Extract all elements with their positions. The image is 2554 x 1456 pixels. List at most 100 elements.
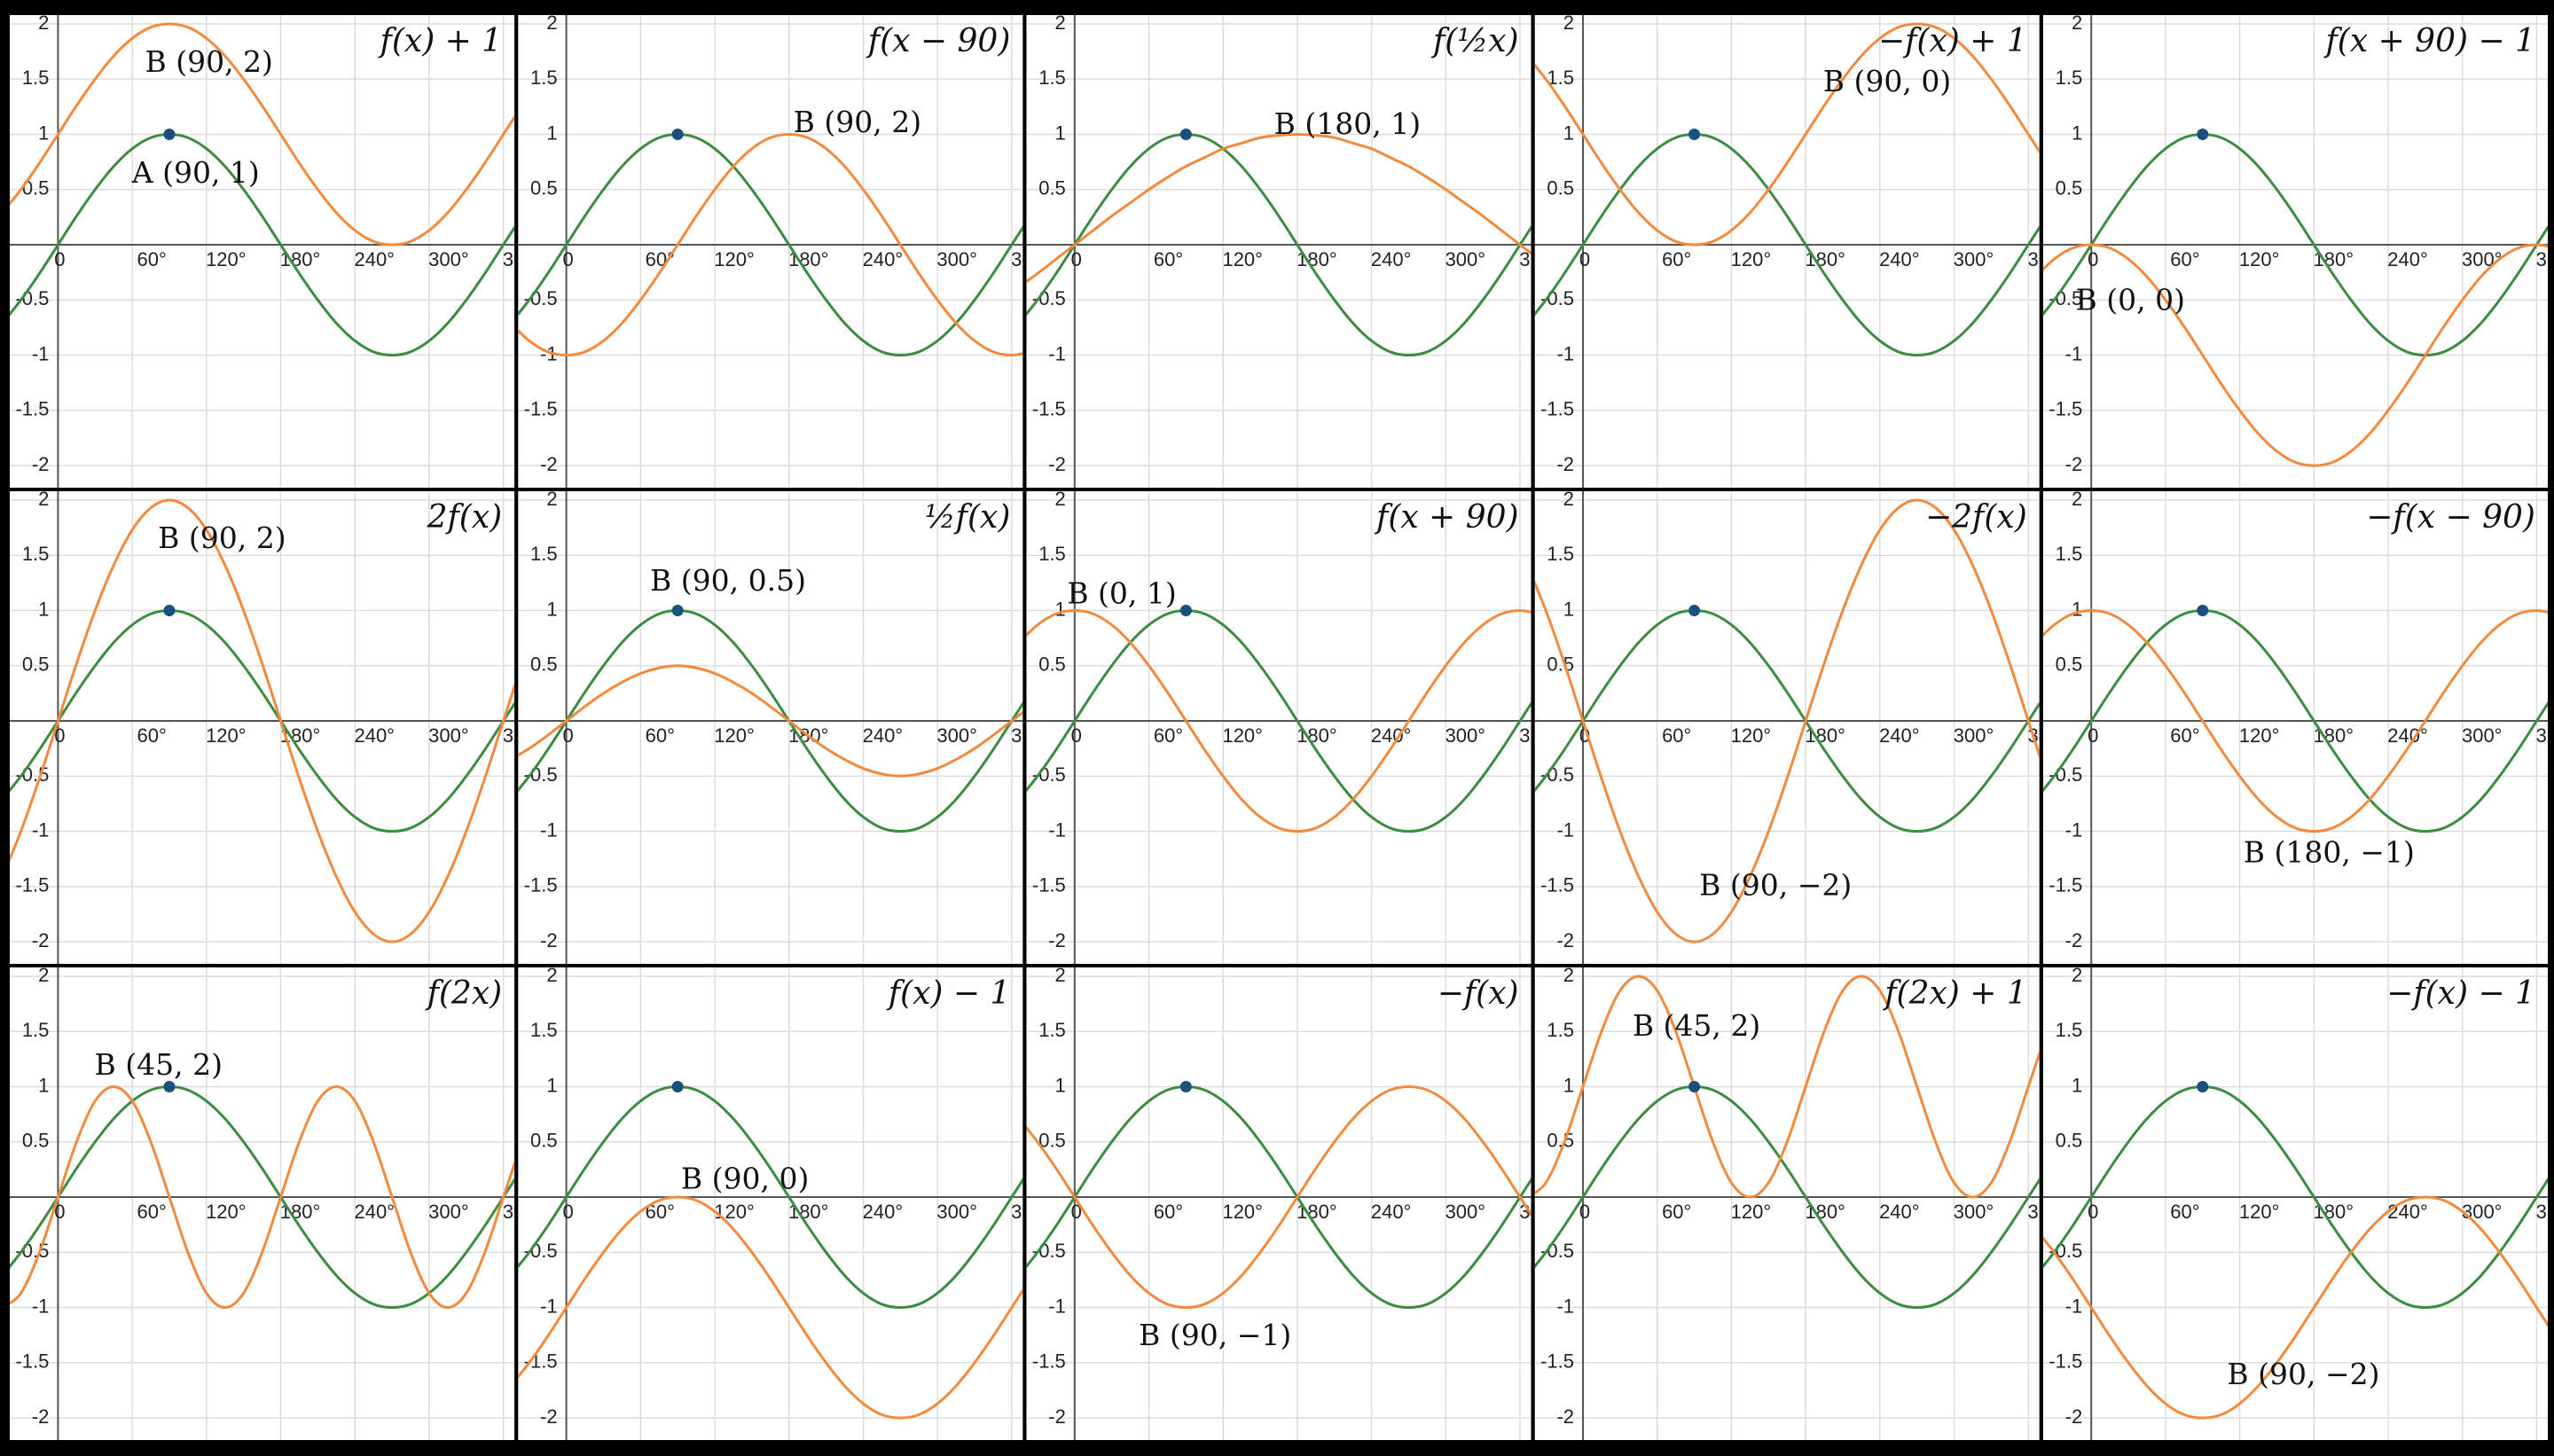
point-marker xyxy=(1688,1080,1701,1092)
x-tick-label: 60° xyxy=(137,1201,166,1223)
x-tick-label: 360° xyxy=(1519,248,1560,270)
point-label: B (90, 0.5) xyxy=(650,563,806,598)
point-marker xyxy=(1179,1080,1192,1092)
x-tick-label: 0 xyxy=(1071,248,1082,270)
point-label: B (90, 0) xyxy=(1823,64,1951,98)
panel: 060°120°180°240°300°360°-2-1.5-1-0.50.51… xyxy=(10,967,515,1440)
panel: 060°120°180°240°300°360°-2-1.5-1-0.50.51… xyxy=(1026,964,1532,1440)
panel-background xyxy=(1534,491,2040,964)
y-tick-label: -1 xyxy=(1048,818,1066,841)
x-tick-label: 360° xyxy=(2536,248,2554,270)
x-tick-label: 0 xyxy=(1579,724,1590,747)
y-tick-label: 1 xyxy=(1055,121,1066,144)
y-tick-label: -1.5 xyxy=(2049,874,2082,896)
point-marker xyxy=(1688,128,1701,140)
function-curve xyxy=(1534,22,2040,247)
x-tick-label: 0 xyxy=(54,248,65,270)
y-tick-label: 0.5 xyxy=(2056,177,2083,200)
y-tick-label: 1.5 xyxy=(1038,1019,1066,1041)
x-tick-label: 120° xyxy=(1731,248,1772,270)
y-tick-label: 1 xyxy=(546,598,557,620)
x-tick-label: 240° xyxy=(863,248,904,270)
y-tick-label: -2 xyxy=(32,453,50,475)
panel: 060°120°180°240°300°360°-2-1.5-1-0.50.51… xyxy=(10,15,544,488)
y-tick-label: -1 xyxy=(32,818,50,841)
y-tick-label: 1.5 xyxy=(1547,1019,1574,1041)
function-curve xyxy=(1534,975,2040,1199)
y-tick-label: 1.5 xyxy=(1038,67,1066,89)
panel-title: f(2x) + 1 xyxy=(1882,975,2027,1012)
x-tick-label: 120° xyxy=(1222,248,1263,270)
point-marker xyxy=(2197,604,2209,616)
y-tick-label: 1.5 xyxy=(1038,543,1066,565)
x-tick-label: 60° xyxy=(1662,724,1691,747)
y-tick-label: 2 xyxy=(546,12,557,34)
panel-background xyxy=(1534,967,2040,1440)
x-tick-label: 360° xyxy=(2027,1201,2068,1223)
y-tick-label: 0.5 xyxy=(2056,1130,2083,1152)
x-tick-label: 60° xyxy=(1662,1201,1691,1223)
panel-background xyxy=(518,967,1023,1440)
point-label: B (0, 0) xyxy=(2076,282,2185,317)
y-tick-label: 0.5 xyxy=(2056,654,2083,676)
panel-title: −f(x) + 1 xyxy=(1878,23,2027,59)
point-marker xyxy=(671,604,684,616)
y-tick-label: 1 xyxy=(1563,598,1574,620)
function-curve xyxy=(2042,608,2549,834)
x-tick-label: 0 xyxy=(562,248,573,270)
y-tick-label: 2 xyxy=(1563,488,1574,510)
x-tick-label: 120° xyxy=(714,248,755,270)
point-label: B (180, −1) xyxy=(2244,835,2415,870)
function-curve xyxy=(1026,608,1532,834)
y-tick-label: 2 xyxy=(2072,964,2082,986)
panel-background xyxy=(1026,491,1532,964)
x-tick-label: 120° xyxy=(1731,724,1772,747)
point-marker xyxy=(2197,128,2209,140)
panel-title: f(2x) xyxy=(425,975,503,1012)
y-tick-label: -1 xyxy=(1048,1295,1066,1317)
x-tick-label: 240° xyxy=(1879,724,1920,747)
y-tick-label: -2 xyxy=(1048,1405,1066,1428)
panel-title: f(x − 90) xyxy=(866,23,1011,59)
y-tick-label: -1 xyxy=(32,342,50,364)
x-tick-label: 120° xyxy=(1731,1201,1772,1223)
x-tick-label: 300° xyxy=(428,724,469,747)
x-tick-label: 60° xyxy=(646,248,675,270)
point-label: B (90, −2) xyxy=(2227,1357,2379,1391)
function-curve xyxy=(1534,132,2040,357)
point-label: B (90, 2) xyxy=(794,105,921,139)
panel-background xyxy=(1534,15,2040,488)
function-curve xyxy=(1534,1084,2040,1310)
panel-title: −f(x) − 1 xyxy=(2386,975,2535,1012)
panel: 060°120°180°240°300°360°-2-1.5-1-0.50.51… xyxy=(1534,488,2040,964)
y-tick-label: -1 xyxy=(1048,342,1066,364)
y-tick-label: 1 xyxy=(38,598,49,620)
function-curve xyxy=(518,132,1023,357)
panel: 060°120°180°240°300°360°-2-1.5-1-0.50.51… xyxy=(2042,491,2549,964)
point-label: B (90, −2) xyxy=(1699,867,1852,902)
y-tick-label: -2 xyxy=(540,929,558,951)
point-label: B (45, 2) xyxy=(1633,1008,1760,1043)
panel-title: f(x + 90) xyxy=(1374,499,1519,536)
function-curve xyxy=(10,132,515,357)
x-tick-label: 60° xyxy=(2170,1201,2199,1223)
x-tick-label: 120° xyxy=(206,1201,247,1223)
y-tick-label: 2 xyxy=(38,488,49,510)
function-curve xyxy=(2042,1195,2549,1420)
function-curve xyxy=(518,1195,1023,1420)
x-tick-label: 120° xyxy=(206,724,247,747)
y-tick-label: -2 xyxy=(540,1405,558,1428)
y-tick-label: 2 xyxy=(1563,964,1574,986)
panel-background xyxy=(10,967,515,1440)
x-tick-label: 360° xyxy=(503,248,544,270)
panel: 060°120°180°240°300°360°-2-1.5-1-0.50.51… xyxy=(1534,15,2040,488)
x-tick-label: 300° xyxy=(1954,1201,1994,1223)
y-tick-label: 2 xyxy=(1055,964,1066,986)
x-tick-label: 300° xyxy=(1445,248,1486,270)
point-label: A (90, 1) xyxy=(131,155,260,190)
y-tick-label: -1.5 xyxy=(524,874,558,896)
x-tick-label: 300° xyxy=(428,1201,469,1223)
function-curve xyxy=(10,1084,515,1310)
x-tick-label: 240° xyxy=(863,724,904,747)
